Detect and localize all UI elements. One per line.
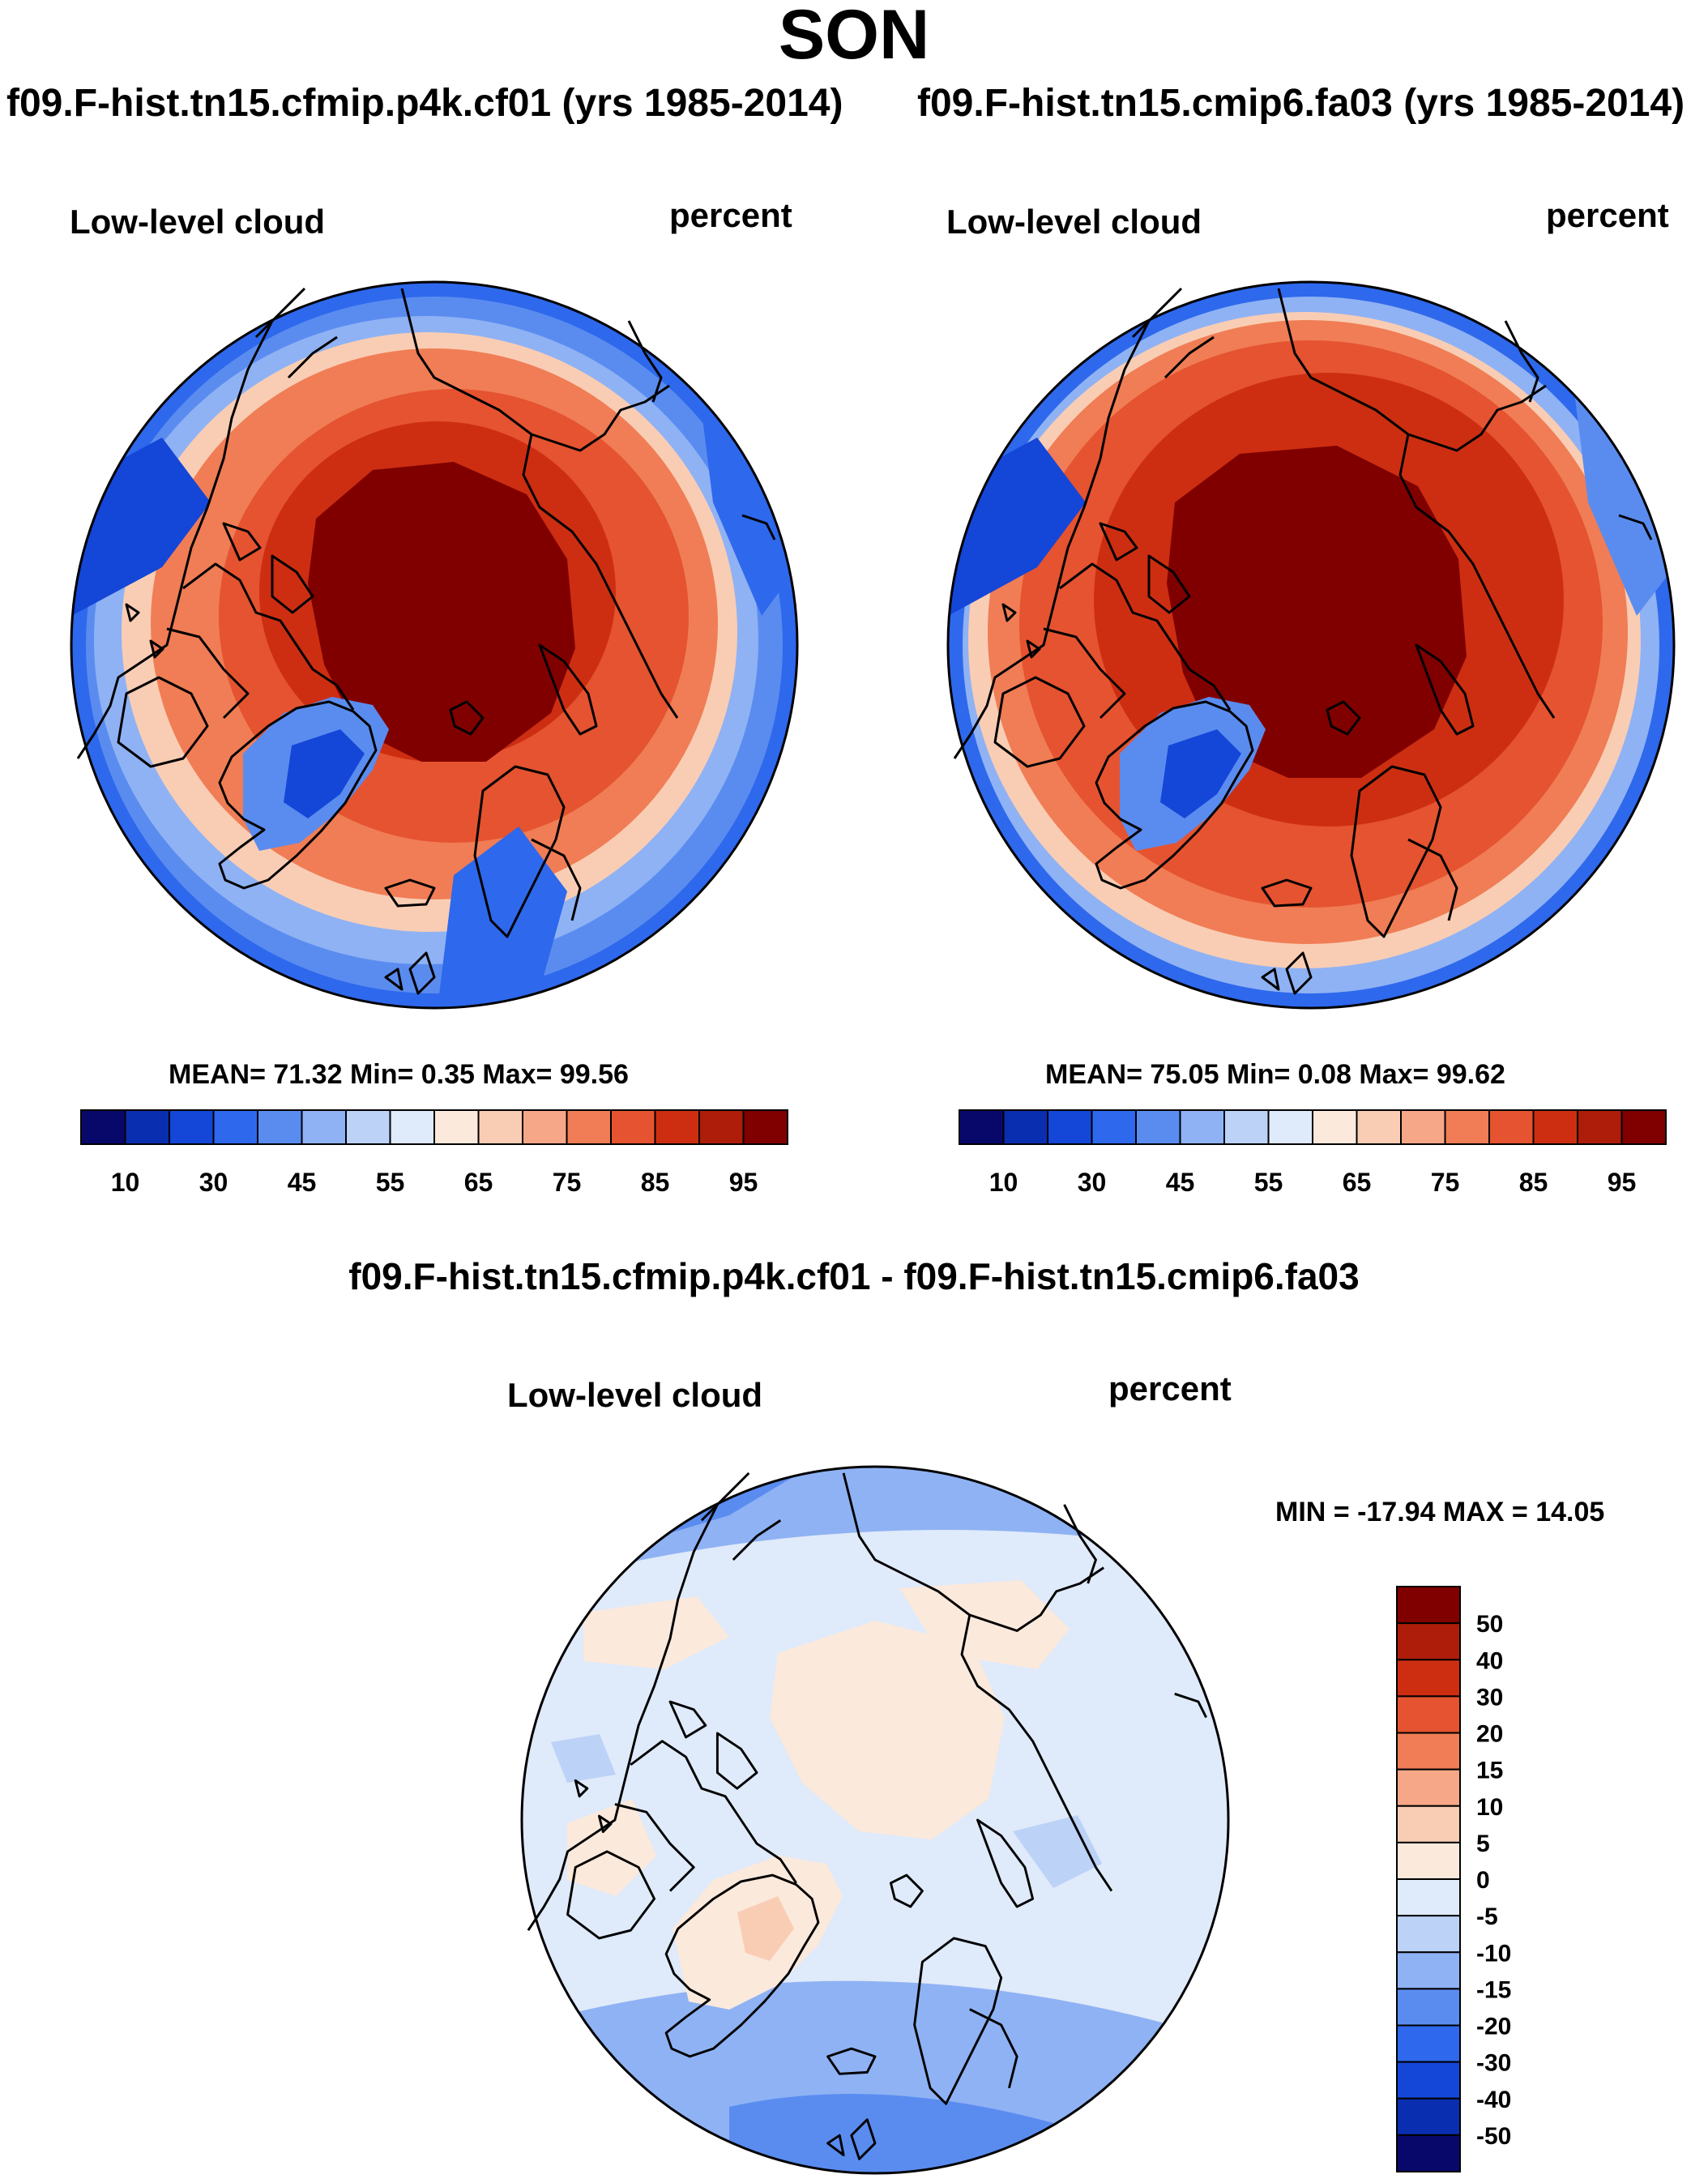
diff-colorbar-tick-label: 10 <box>1476 1794 1503 1821</box>
right-colorbar-tick-label: 85 <box>1519 1168 1548 1197</box>
left-colorbar-swatch <box>389 1109 435 1145</box>
left-colorbar-swatch <box>654 1109 700 1145</box>
diff-variable-label: Low-level cloud <box>507 1376 763 1414</box>
right-variable-label: Low-level cloud <box>946 203 1202 241</box>
left-colorbar-swatch <box>257 1109 303 1145</box>
diff-colorbar-swatch <box>1396 1805 1461 1843</box>
diff-colorbar-swatch <box>1396 2134 1461 2172</box>
left-panel-header: f09.F-hist.tn15.cfmip.p4k.cf01 (yrs 1985… <box>6 82 843 125</box>
right-colorbar-tick-label: 10 <box>989 1168 1018 1197</box>
right-colorbar-swatch <box>959 1109 1005 1145</box>
right-colorbar-swatch <box>1002 1109 1048 1145</box>
diff-colorbar-swatch <box>1396 2024 1461 2063</box>
diff-colorbar-swatch <box>1396 1659 1461 1698</box>
right-polar-map <box>946 280 1676 1010</box>
difference-panel-header: f09.F-hist.tn15.cfmip.p4k.cf01 - f09.F-h… <box>348 1255 1360 1297</box>
diff-colorbar-tick-label: 0 <box>1476 1867 1490 1894</box>
diff-colorbar-swatch <box>1396 2061 1461 2100</box>
left-colorbar-tick-label: 45 <box>288 1168 317 1197</box>
left-colorbar-swatch <box>477 1109 523 1145</box>
diff-colorbar-tick-label: -30 <box>1476 2050 1511 2077</box>
left-colorbar-swatch <box>345 1109 391 1145</box>
right-units-label: percent <box>1546 196 1669 234</box>
right-colorbar-swatch <box>1179 1109 1225 1145</box>
left-polar-map <box>70 280 799 1010</box>
diff-colorbar-tick-label: -50 <box>1476 2123 1511 2150</box>
right-colorbar-tick-label: 95 <box>1608 1168 1637 1197</box>
right-colorbar-swatch <box>1400 1109 1446 1145</box>
diff-colorbar-tick-label: -5 <box>1476 1903 1498 1930</box>
diff-colorbar-swatch <box>1396 1768 1461 1807</box>
diff-stats: MIN = -17.94 MAX = 14.05 <box>1275 1497 1605 1527</box>
right-stats: MEAN= 75.05 Min= 0.08 Max= 99.62 <box>1045 1059 1505 1090</box>
left-colorbar-tick-label: 10 <box>111 1168 140 1197</box>
diff-colorbar-swatch <box>1396 1732 1461 1771</box>
right-colorbar-tick-label: 30 <box>1078 1168 1107 1197</box>
diff-colorbar-swatch <box>1396 2097 1461 2136</box>
diff-colorbar-swatch <box>1396 1841 1461 1880</box>
left-colorbar-swatch <box>566 1109 612 1145</box>
right-colorbar-swatch <box>1532 1109 1578 1145</box>
left-colorbar-swatch <box>212 1109 258 1145</box>
left-colorbar-swatch <box>433 1109 480 1145</box>
left-variable-label: Low-level cloud <box>70 203 326 241</box>
right-colorbar-tick-label: 75 <box>1431 1168 1460 1197</box>
diff-colorbar-tick-label: 40 <box>1476 1647 1503 1674</box>
right-colorbar-tick-label: 55 <box>1254 1168 1283 1197</box>
right-colorbar-tick-label: 65 <box>1343 1168 1372 1197</box>
right-colorbar-swatch <box>1135 1109 1181 1145</box>
left-colorbar-swatch <box>124 1109 170 1145</box>
right-panel-header: f09.F-hist.tn15.cmip6.fa03 (yrs 1985-201… <box>917 82 1685 125</box>
diff-colorbar-swatch <box>1396 1586 1461 1625</box>
diff-colorbar-tick-label: -15 <box>1476 1976 1511 2003</box>
right-colorbar-swatch <box>1356 1109 1402 1145</box>
left-colorbar-tick-label: 85 <box>641 1168 670 1197</box>
diff-colorbar-tick-label: -40 <box>1476 2087 1511 2113</box>
right-colorbar-tick-label: 45 <box>1166 1168 1195 1197</box>
right-colorbar-swatch <box>1267 1109 1313 1145</box>
diff-colorbar-tick-label: 15 <box>1476 1758 1503 1784</box>
left-colorbar-tick-label: 95 <box>729 1168 758 1197</box>
left-colorbar-tick-label: 65 <box>464 1168 493 1197</box>
right-colorbar-swatch <box>1620 1109 1667 1145</box>
left-colorbar-swatch <box>742 1109 788 1145</box>
left-colorbar-swatch <box>169 1109 215 1145</box>
diff-colorbar-swatch <box>1396 1622 1461 1661</box>
left-units-label: percent <box>669 196 792 234</box>
left-colorbar-swatch <box>522 1109 568 1145</box>
diff-colorbar-tick-label: 50 <box>1476 1611 1503 1638</box>
left-colorbar-swatch <box>80 1109 126 1145</box>
right-colorbar: 10 30 45 55 65 75 85 95 <box>959 1109 1667 1197</box>
left-colorbar-swatch <box>610 1109 656 1145</box>
diff-colorbar-swatch <box>1396 1951 1461 1990</box>
left-colorbar-tick-label: 55 <box>376 1168 405 1197</box>
left-colorbar-swatch <box>698 1109 745 1145</box>
right-colorbar-swatch <box>1488 1109 1535 1145</box>
diff-units-label: percent <box>1108 1369 1232 1408</box>
diff-colorbar-tick-label: 30 <box>1476 1684 1503 1711</box>
diff-colorbar-swatch <box>1396 1695 1461 1734</box>
right-colorbar-swatch <box>1444 1109 1490 1145</box>
left-colorbar-tick-label: 75 <box>553 1168 582 1197</box>
figure-title: SON <box>778 0 930 74</box>
diff-colorbar-tick-label: 5 <box>1476 1831 1490 1857</box>
diff-colorbar-swatch <box>1396 1988 1461 2027</box>
diff-colorbar-tick-label: -10 <box>1476 1940 1511 1967</box>
right-colorbar-swatch <box>1577 1109 1623 1145</box>
diff-colorbar-tick-label: -20 <box>1476 2014 1511 2040</box>
left-colorbar-swatch <box>301 1109 347 1145</box>
right-colorbar-swatch <box>1223 1109 1270 1145</box>
right-colorbar-swatch <box>1047 1109 1093 1145</box>
right-colorbar-swatch <box>1312 1109 1358 1145</box>
diff-colorbar-tick-label: 20 <box>1476 1721 1503 1748</box>
right-colorbar-swatch <box>1091 1109 1137 1145</box>
diff-colorbar-swatch <box>1396 1878 1461 1917</box>
left-colorbar: 10 30 45 55 65 75 85 95 <box>80 1109 788 1197</box>
diff-colorbar-swatch <box>1396 1915 1461 1954</box>
left-colorbar-tick-label: 30 <box>199 1168 228 1197</box>
left-stats: MEAN= 71.32 Min= 0.35 Max= 99.56 <box>169 1059 629 1090</box>
difference-polar-map <box>520 1465 1230 2175</box>
